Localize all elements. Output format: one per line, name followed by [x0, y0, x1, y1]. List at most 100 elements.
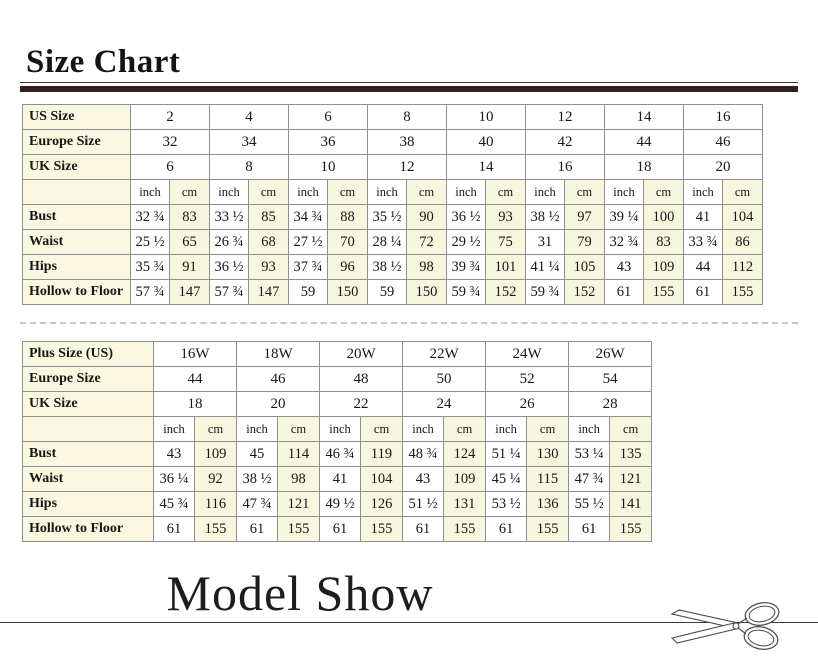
cell-europe-size: 40 [446, 129, 526, 155]
cell-europe-size: 32 [130, 129, 210, 155]
table-row-europe-size: Europe Size 44 46 48 50 52 54 [22, 366, 653, 392]
unit-header-inch: inch [236, 416, 279, 442]
cell-hollow-inch: 59 ¾ [446, 279, 486, 305]
cell-hollow-cm: 155 [360, 516, 404, 542]
cell-hollow-inch: 61 [319, 516, 362, 542]
cell-hips-cm: 136 [526, 491, 570, 517]
cell-waist-cm: 104 [360, 466, 404, 492]
cell-europe-size: 44 [152, 366, 238, 392]
cell-hollow-cm: 147 [248, 279, 289, 305]
unit-header-inch: inch [402, 416, 445, 442]
cell-us-size: 6 [288, 104, 368, 130]
cell-waist-inch: 31 [525, 229, 565, 255]
unit-header-inch: inch [604, 179, 644, 205]
unit-header-cm: cm [360, 416, 404, 442]
table-row-bust: Bust 43 109 45 114 46 ¾ 119 48 ¾ 124 51 … [22, 441, 653, 467]
cell-plus-size: 20W [319, 341, 404, 367]
cell-hollow-inch: 61 [604, 279, 644, 305]
cell-bust-cm: 119 [360, 441, 404, 467]
cell-hollow-inch: 61 [485, 516, 528, 542]
cell-waist-inch: 36 ¼ [153, 466, 195, 492]
cell-waist-cm: 68 [248, 229, 289, 255]
unit-header-inch: inch [568, 416, 611, 442]
cell-hips-inch: 35 ¾ [130, 254, 170, 280]
cell-hollow-cm: 152 [485, 279, 526, 305]
cell-hips-cm: 116 [193, 491, 238, 517]
unit-header-cm: cm [643, 179, 684, 205]
unit-header-cm: cm [406, 179, 447, 205]
cell-uk-size: 28 [568, 391, 653, 417]
cell-hollow-inch: 59 [288, 279, 328, 305]
cell-waist-inch: 28 ¼ [367, 229, 407, 255]
table-row-waist: Waist 25 ½ 65 26 ¾ 68 27 ½ 70 28 ¼ 72 29… [22, 229, 763, 255]
cell-hollow-inch: 61 [402, 516, 445, 542]
row-label-hollow-to-floor: Hollow to Floor [22, 279, 131, 305]
cell-uk-size: 26 [485, 391, 570, 417]
cell-waist-cm: 83 [643, 229, 684, 255]
cell-hollow-cm: 155 [526, 516, 570, 542]
row-label-hips: Hips [22, 254, 131, 280]
cell-plus-size: 26W [568, 341, 653, 367]
cell-uk-size: 12 [367, 154, 447, 180]
cell-waist-inch: 26 ¾ [209, 229, 249, 255]
table-row-uk-size: UK Size 18 20 22 24 26 28 [22, 391, 653, 417]
row-label-uk-size: UK Size [22, 154, 131, 180]
cell-hips-inch: 38 ½ [367, 254, 407, 280]
cell-waist-inch: 33 ¾ [683, 229, 723, 255]
cell-waist-inch: 43 [402, 466, 445, 492]
cell-bust-cm: 97 [564, 204, 605, 230]
unit-header-inch: inch [525, 179, 565, 205]
cell-waist-inch: 38 ½ [236, 466, 279, 492]
cell-bust-cm: 114 [277, 441, 321, 467]
cell-waist-inch: 32 ¾ [604, 229, 644, 255]
row-label-bust: Bust [22, 204, 131, 230]
cell-hips-inch: 43 [604, 254, 644, 280]
cell-us-size: 8 [367, 104, 447, 130]
row-label-hips: Hips [22, 491, 154, 517]
cell-europe-size: 46 [683, 129, 763, 155]
cell-plus-size: 18W [236, 341, 321, 367]
cell-bust-inch: 33 ½ [209, 204, 249, 230]
cell-bust-cm: 109 [193, 441, 238, 467]
row-label-waist: Waist [22, 229, 131, 255]
cell-uk-size: 22 [319, 391, 404, 417]
cell-hollow-inch: 57 ¾ [209, 279, 249, 305]
unit-header-inch: inch [130, 179, 170, 205]
cell-waist-inch: 29 ½ [446, 229, 486, 255]
title-rule-thick [20, 86, 798, 92]
table-row-us-size: US Size 2 4 6 8 10 12 14 16 [22, 104, 763, 130]
cell-hips-cm: 126 [360, 491, 404, 517]
cell-hips-cm: 98 [406, 254, 447, 280]
cell-hollow-cm: 150 [406, 279, 447, 305]
cell-bust-inch: 41 [683, 204, 723, 230]
unit-header-cm: cm [564, 179, 605, 205]
cell-hollow-cm: 155 [609, 516, 653, 542]
unit-header-inch: inch [288, 179, 328, 205]
cell-waist-inch: 47 ¾ [568, 466, 611, 492]
cell-waist-cm: 92 [193, 466, 238, 492]
unit-header-cm: cm [443, 416, 487, 442]
unit-header-cm: cm [327, 179, 368, 205]
table-row-uk-size: UK Size 6 8 10 12 14 16 18 20 [22, 154, 763, 180]
cell-uk-size: 8 [209, 154, 289, 180]
cell-uk-size: 16 [525, 154, 605, 180]
cell-hips-cm: 105 [564, 254, 605, 280]
unit-header-inch: inch [446, 179, 486, 205]
cell-uk-size: 24 [402, 391, 487, 417]
cell-uk-size: 14 [446, 154, 526, 180]
cell-waist-cm: 98 [277, 466, 321, 492]
unit-header-inch: inch [319, 416, 362, 442]
unit-header-inch: inch [209, 179, 249, 205]
cell-us-size: 2 [130, 104, 210, 130]
unit-header-cm: cm [526, 416, 570, 442]
cell-us-size: 10 [446, 104, 526, 130]
cell-hips-inch: 47 ¾ [236, 491, 279, 517]
cell-waist-cm: 75 [485, 229, 526, 255]
unit-header-inch: inch [485, 416, 528, 442]
cell-hollow-inch: 57 ¾ [130, 279, 170, 305]
cell-bust-inch: 43 [153, 441, 195, 467]
cell-uk-size: 18 [152, 391, 238, 417]
units-row-spacer [22, 416, 154, 442]
cell-hollow-inch: 61 [153, 516, 195, 542]
cell-hips-inch: 53 ½ [485, 491, 528, 517]
